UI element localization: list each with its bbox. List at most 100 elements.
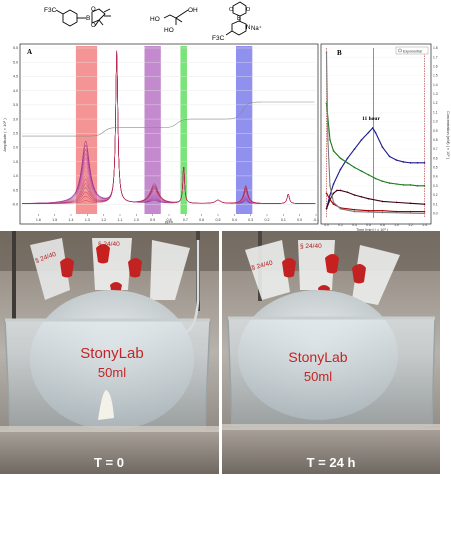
x-tick-label: 0.2 <box>265 218 270 222</box>
series-point <box>332 183 335 185</box>
series-point <box>327 139 329 141</box>
hot-plate <box>0 430 219 474</box>
chemical-structures: F3C B O O HO HO OH O B O N Na⁺ F3C <box>44 1 262 42</box>
series-point <box>329 139 331 141</box>
series-point <box>360 170 363 172</box>
panel-a-y-axis-label: Amplitude ( × 10⁶ ) <box>2 118 7 152</box>
panel-b-x-axis-label: Time [min] ( × 10³ ) <box>356 228 389 232</box>
series-point <box>329 194 331 196</box>
y-tick-label: 1.5 <box>433 74 438 78</box>
y-tick-label: 0.7 <box>433 147 438 151</box>
series-point <box>402 161 405 163</box>
panel-a-y-ticks: -0.0 0.5 1.0 1.5 2.0 2.5 3.0 3.5 4.0 4.5 5.0 5.5 <box>12 46 18 206</box>
panel-a-frame <box>19 43 319 225</box>
hot-plate <box>222 428 440 474</box>
panel-a-gridlines <box>22 47 316 205</box>
diol-structure <box>163 9 189 25</box>
x-tick-label: 0.2 <box>338 223 343 227</box>
panel-b-right-axis-label: Concentration (mM) ( × 10² ) <box>446 111 450 160</box>
x-tick-label: 0.9 <box>150 218 155 222</box>
y-tick-label: 4.5 <box>13 75 18 79</box>
pyridyl-boronate-structure <box>225 1 247 36</box>
joint-label-center: § 24/40 <box>300 243 322 250</box>
y-tick-label: 1.1 <box>433 110 438 114</box>
left-o-atom-bottom: O <box>91 23 96 29</box>
x-tick-label: 1.4 <box>69 218 74 222</box>
nmr-trace <box>22 50 316 204</box>
flask-neck-center <box>298 240 335 290</box>
series-point <box>367 197 370 200</box>
series-point <box>374 177 377 180</box>
series-point <box>416 162 419 164</box>
series-point <box>374 131 377 134</box>
y-tick-label: 3.5 <box>13 103 18 107</box>
series-point <box>353 208 356 211</box>
tubing <box>184 240 200 334</box>
series-point <box>402 184 405 186</box>
y-tick-label: 2.5 <box>13 131 18 135</box>
series-point <box>381 180 384 183</box>
x-tick-label: 0.0 <box>324 223 329 227</box>
series-point <box>423 212 426 215</box>
right-n-atom: N <box>246 25 250 31</box>
photo-t24h: § 24/40 § 24/40 StonyLab 50ml T = 24 h <box>222 231 440 474</box>
series-point <box>381 209 384 212</box>
flask-neck-right <box>352 245 400 305</box>
x-tick-label: 0.0 <box>297 218 302 222</box>
series-point <box>346 157 349 160</box>
series-point <box>423 210 426 213</box>
right-o-atom-left: O <box>229 7 234 13</box>
x-tick-label: 0.8 <box>167 218 172 222</box>
x-tick-label: 1.0 <box>394 223 399 227</box>
y-tick-label: 0.6 <box>433 156 438 160</box>
annotation-11-hour: 11 hour <box>362 116 380 122</box>
series-point <box>409 184 412 186</box>
series-point <box>395 210 398 213</box>
series-point <box>388 182 391 184</box>
x-tick-label: 0.1 <box>281 218 286 222</box>
stopcock-red <box>352 264 366 284</box>
x-tick-label: 1.4 <box>422 223 427 227</box>
series-point <box>346 162 349 164</box>
series-point <box>371 127 374 129</box>
series-line <box>325 52 425 214</box>
caption-t24h: T = 24 h <box>307 455 356 470</box>
panel-a-x-axis-label: ppm <box>165 219 173 224</box>
nmr-spectrum-panel: 1.6 1.5 1.4 1.3 1.2 1.1 1.0 0.9 0.8 0.7 0.6 0.5 0.4 0… <box>2 43 319 225</box>
flask-brand-left: StonyLab <box>80 345 143 362</box>
series-point <box>332 201 335 204</box>
y-tick-label: 1.6 <box>433 64 438 68</box>
stopcock-red <box>128 258 142 278</box>
nmr-traces <box>21 50 316 204</box>
series-point <box>381 211 384 214</box>
diol-ho-left: HO <box>150 16 160 23</box>
y-tick-label: 0.9 <box>433 129 438 133</box>
stand-rod <box>12 231 16 321</box>
series-point <box>325 51 328 54</box>
y-tick-label: 0.4 <box>433 175 438 179</box>
x-tick-label: 0.3 <box>248 218 253 222</box>
series-point <box>346 191 349 194</box>
series-point <box>360 196 363 198</box>
x-tick-label: -0.1 <box>313 218 319 222</box>
y-tick-label: 0.5 <box>13 188 18 192</box>
series-point <box>423 203 426 206</box>
highlight-band <box>144 46 161 214</box>
y-tick-label: 0.1 <box>433 202 438 206</box>
legend-marker-icon <box>398 48 402 53</box>
y-tick-label: 1.4 <box>433 83 438 87</box>
series-point <box>329 198 331 201</box>
y-tick-label: 1.0 <box>13 174 18 178</box>
y-tick-label: 3.0 <box>13 117 18 121</box>
series-point <box>353 194 356 196</box>
x-tick-label: 0.5 <box>216 218 221 222</box>
highlight-band <box>235 46 253 214</box>
series-point <box>409 202 412 205</box>
diol-ho-bottom: HO <box>164 27 174 34</box>
series-line <box>326 192 425 213</box>
flask-neck-left <box>245 240 290 300</box>
series-point <box>409 162 412 164</box>
left-b-atom: B <box>86 15 90 22</box>
x-tick-label: 0.4 <box>352 223 357 227</box>
